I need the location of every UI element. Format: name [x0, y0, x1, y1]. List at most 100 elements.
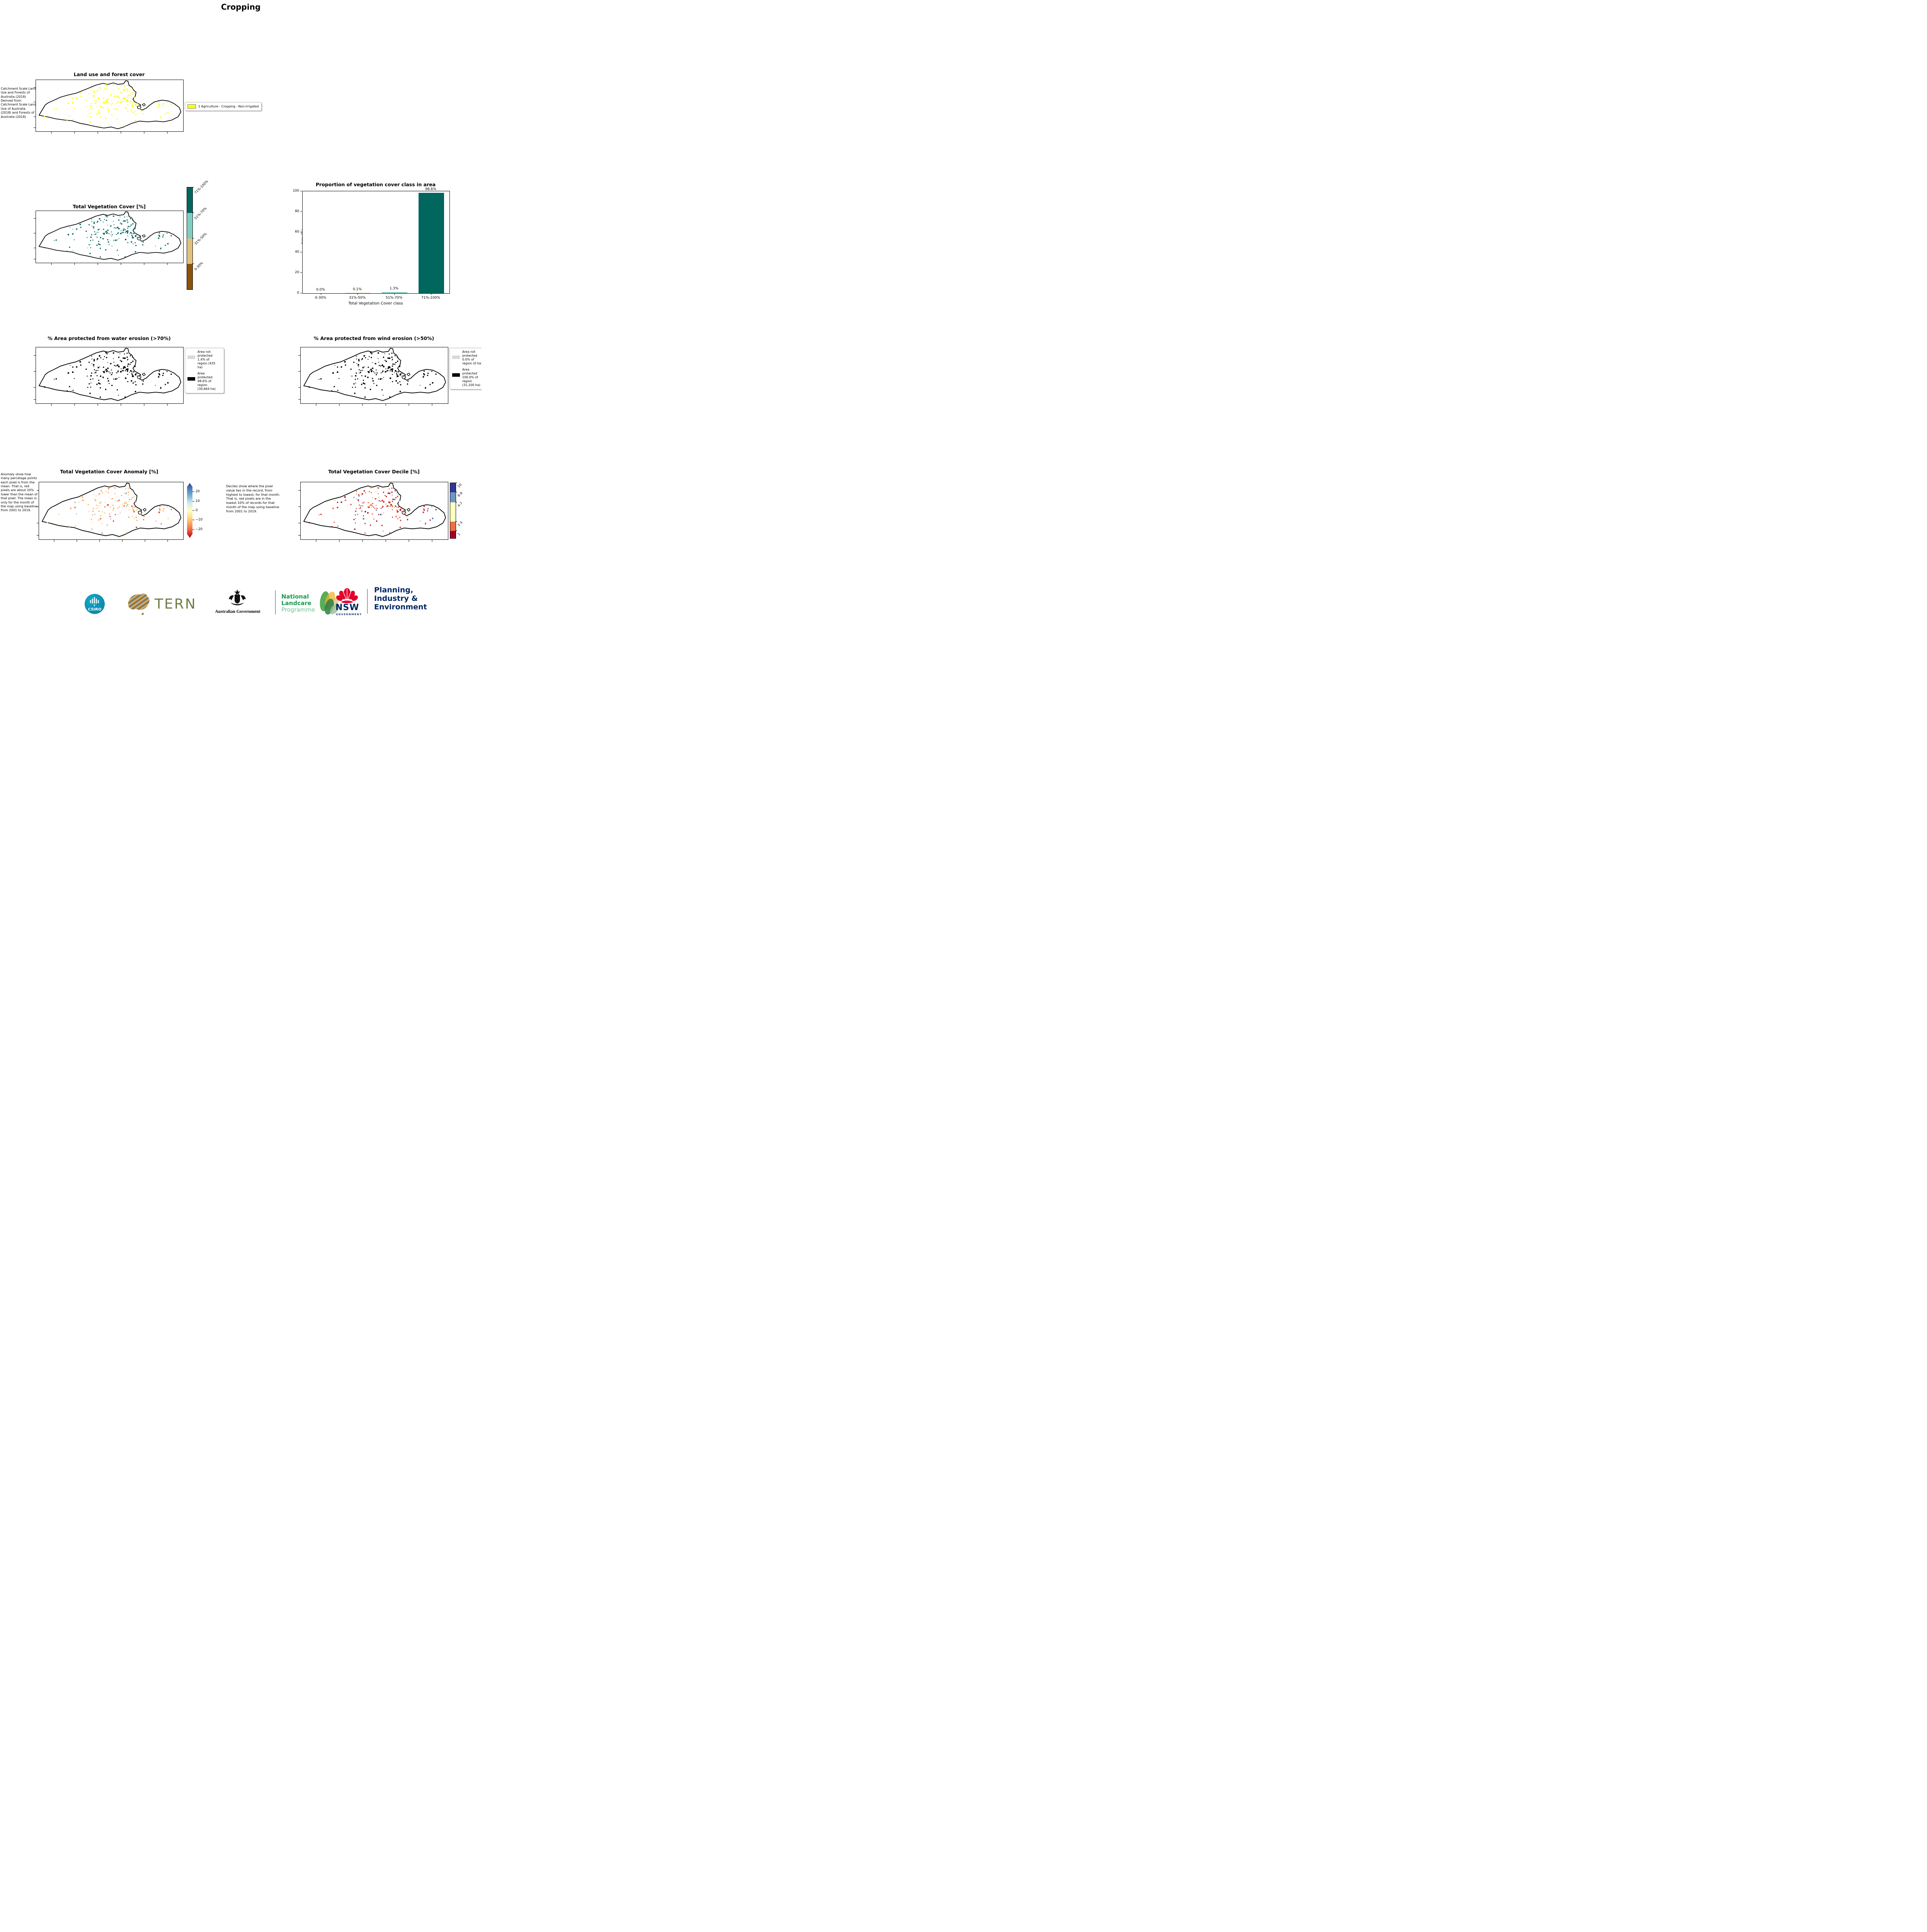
map-dot: [114, 96, 115, 97]
map-dot: [159, 506, 161, 507]
region-island: [141, 234, 146, 238]
colorbar-label: 8-9: [457, 491, 464, 498]
map-dot: [89, 93, 90, 94]
map-dot: [128, 501, 129, 502]
map-dot: [396, 373, 397, 374]
csiro-soundwave-icon: CSIRO: [88, 597, 101, 612]
map-dot: [123, 89, 125, 91]
map-dot: [363, 490, 365, 492]
map-dot: [113, 221, 114, 222]
map-dot: [124, 256, 126, 258]
region-island: [137, 375, 141, 379]
legend-item: Area protected 98.6% of region (30,664 h…: [187, 372, 221, 391]
map-dot: [160, 247, 162, 249]
map-dot: [331, 526, 333, 527]
colorbar-segment: [187, 238, 192, 264]
map-dot: [158, 512, 160, 513]
map-dot: [127, 381, 128, 383]
map-dot: [320, 378, 322, 380]
map-dot: [124, 366, 126, 368]
map-dot: [376, 374, 377, 376]
map-dot: [170, 373, 172, 375]
map-dot: [68, 234, 69, 236]
anomaly-colorbar-wrap: 20 10 0 −10 −20: [187, 483, 233, 541]
colorbar-segment: [450, 483, 456, 493]
map-dot: [361, 384, 363, 385]
map-dot: [110, 94, 112, 95]
catchment-map-decile: [298, 483, 446, 542]
raster-dots: [47, 487, 172, 534]
map-dot: [94, 360, 95, 362]
legend-label: Area not protected 1.4% of region (435 h…: [197, 350, 216, 369]
map-dot: [113, 508, 114, 509]
map-dot: [131, 104, 133, 105]
map-dot: [407, 519, 408, 520]
map-dot: [70, 96, 71, 97]
legend-swatch: [187, 355, 195, 359]
map-dot: [337, 507, 339, 509]
map-dot: [386, 506, 387, 507]
map-dot: [66, 250, 68, 252]
map-dot: [165, 384, 166, 385]
map-dot: [117, 364, 119, 366]
map-dot: [111, 384, 113, 386]
map-dot: [85, 99, 87, 101]
map-dot: [126, 231, 128, 232]
map-dot: [134, 506, 135, 508]
map-dot: [133, 510, 134, 511]
map-dot: [72, 119, 74, 120]
region-island: [141, 103, 146, 107]
map-dot: [127, 504, 129, 506]
legend-label: Area protected 98.6% of region (30,664 h…: [197, 372, 216, 391]
map-dot: [363, 382, 364, 384]
map-dot: [399, 526, 401, 528]
map-dot: [139, 376, 140, 377]
legend-label: Area protected 100.0% of region (31,100 …: [462, 368, 480, 387]
catchment-map-veg-cover: [34, 211, 181, 265]
map-dot: [395, 355, 396, 357]
colorbar-segment: [450, 531, 456, 538]
map-dot: [102, 238, 104, 240]
bar-value-label: 0.0%: [316, 288, 325, 292]
map-dot: [110, 225, 112, 227]
map-dot: [119, 216, 121, 218]
map-dot: [94, 514, 95, 515]
map-dot: [131, 233, 133, 234]
map-dot: [99, 505, 100, 507]
map-dot: [369, 505, 370, 506]
map-dot: [370, 369, 372, 371]
map-dot: [389, 396, 391, 398]
map-dot: [127, 100, 128, 102]
map-dot: [363, 355, 365, 357]
colorbar-tickmark: [192, 501, 194, 502]
map-dot: [105, 389, 107, 390]
map-dot: [90, 519, 92, 520]
map-dot: [395, 490, 396, 492]
map-dot: [129, 498, 130, 500]
report-page: Cropping Catchment Scale Land Use and Fo…: [0, 0, 482, 617]
map-dot: [134, 242, 136, 243]
map-dot: [163, 508, 165, 510]
map-dot: [370, 352, 372, 354]
map-dot: [103, 359, 104, 360]
land-use-legend-label: 1 Agriculture - Cropping - Non-irrigated: [198, 104, 259, 108]
map-dot: [94, 92, 95, 93]
map-dot: [118, 88, 120, 90]
map-dot: [82, 496, 83, 498]
map-dot: [102, 376, 104, 378]
y-tick-label: 0: [297, 291, 299, 295]
map-dot: [431, 506, 432, 507]
map-dot: [113, 352, 114, 354]
map-dot: [423, 374, 425, 376]
map-dot: [142, 113, 143, 114]
map-dot: [364, 387, 366, 389]
map-dot: [99, 256, 101, 258]
map-dot: [378, 497, 379, 498]
map-dot: [165, 245, 166, 246]
map-dot: [95, 233, 97, 235]
map-dot: [126, 219, 128, 221]
map-dot: [94, 231, 95, 232]
map-dot: [55, 378, 57, 380]
map-dot: [129, 372, 130, 373]
map-dot: [98, 243, 100, 245]
